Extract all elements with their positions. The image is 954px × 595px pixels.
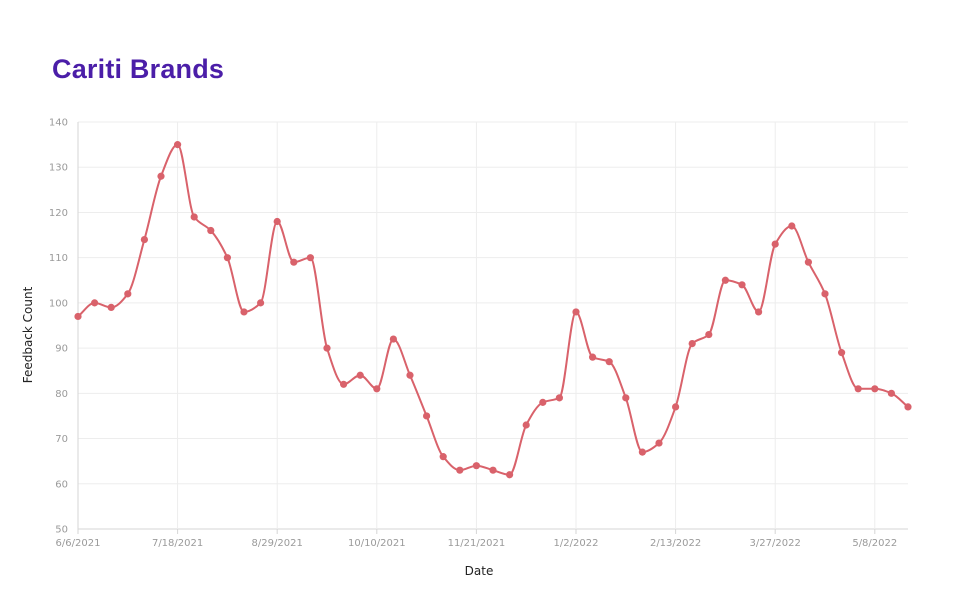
y-tick-label: 70 <box>55 434 68 445</box>
data-point <box>572 308 580 316</box>
y-tick-label: 60 <box>55 479 68 490</box>
data-point <box>672 403 680 411</box>
data-point <box>124 290 132 298</box>
data-point <box>522 421 530 429</box>
data-point <box>340 380 348 388</box>
x-tick-label: 1/2/2022 <box>554 538 599 549</box>
data-point <box>74 312 82 321</box>
data-point <box>705 330 713 339</box>
data-point <box>854 385 862 393</box>
data-point <box>721 276 730 284</box>
data-point <box>423 412 431 420</box>
data-point <box>555 394 564 402</box>
data-point <box>140 235 148 244</box>
data-point <box>904 403 912 411</box>
data-point <box>655 439 663 447</box>
data-point <box>788 222 796 230</box>
data-point <box>605 358 613 366</box>
y-tick-label: 130 <box>49 163 68 174</box>
data-point <box>107 303 115 312</box>
data-point <box>456 466 464 474</box>
x-tick-label: 6/6/2021 <box>56 538 101 549</box>
grid-lines <box>77 121 908 534</box>
x-axis-title: Date <box>465 564 494 578</box>
x-tick-label: 8/29/2021 <box>252 538 303 549</box>
chart-title: Cariti Brands <box>52 54 225 84</box>
data-point <box>257 299 265 307</box>
data-point <box>240 308 248 316</box>
data-point <box>871 385 879 393</box>
y-axis-ticks: 50 60 70 80 90 100 110 120 130 140 <box>49 118 68 536</box>
data-point <box>174 141 182 149</box>
data-point <box>838 349 846 357</box>
data-point <box>638 448 647 456</box>
x-tick-label: 11/21/2021 <box>448 538 506 549</box>
data-point <box>887 389 896 397</box>
y-tick-label: 140 <box>49 118 68 129</box>
data-point <box>207 226 215 235</box>
x-tick-label: 3/27/2022 <box>750 538 801 549</box>
data-point <box>589 353 597 361</box>
data-point <box>688 339 696 348</box>
y-tick-label: 90 <box>55 344 68 355</box>
x-tick-label: 7/18/2021 <box>152 538 203 549</box>
data-point <box>91 299 99 307</box>
data-point <box>373 385 381 393</box>
y-tick-label: 80 <box>55 389 68 400</box>
data-point <box>223 254 231 262</box>
data-point <box>406 371 414 379</box>
data-point <box>439 453 447 461</box>
data-point <box>190 213 198 221</box>
data-point <box>389 335 397 343</box>
data-point <box>755 308 763 316</box>
y-axis-title: Feedback Count <box>21 286 35 383</box>
y-tick-label: 50 <box>55 525 68 536</box>
data-points <box>74 141 912 479</box>
x-tick-label: 2/13/2022 <box>650 538 701 549</box>
data-point <box>323 344 331 352</box>
data-point <box>472 462 480 470</box>
y-tick-label: 120 <box>49 208 68 219</box>
data-point <box>771 240 779 248</box>
y-tick-label: 110 <box>49 253 68 264</box>
data-point <box>738 281 746 289</box>
data-point <box>539 398 547 406</box>
data-point <box>273 217 281 226</box>
x-tick-label: 5/8/2022 <box>852 538 897 549</box>
data-point <box>157 172 165 180</box>
y-tick-label: 100 <box>49 298 68 309</box>
data-point <box>622 394 630 402</box>
data-point <box>290 258 298 266</box>
series-line <box>77 143 909 476</box>
data-point <box>804 258 813 266</box>
data-point <box>821 290 829 298</box>
x-tick-label: 10/10/2021 <box>348 538 406 549</box>
data-point <box>356 371 364 379</box>
data-point <box>506 471 514 479</box>
data-point <box>306 254 314 262</box>
data-point <box>489 466 497 474</box>
x-axis-ticks: 6/6/2021 7/18/2021 8/29/2021 10/10/2021 11/2… <box>56 538 898 549</box>
